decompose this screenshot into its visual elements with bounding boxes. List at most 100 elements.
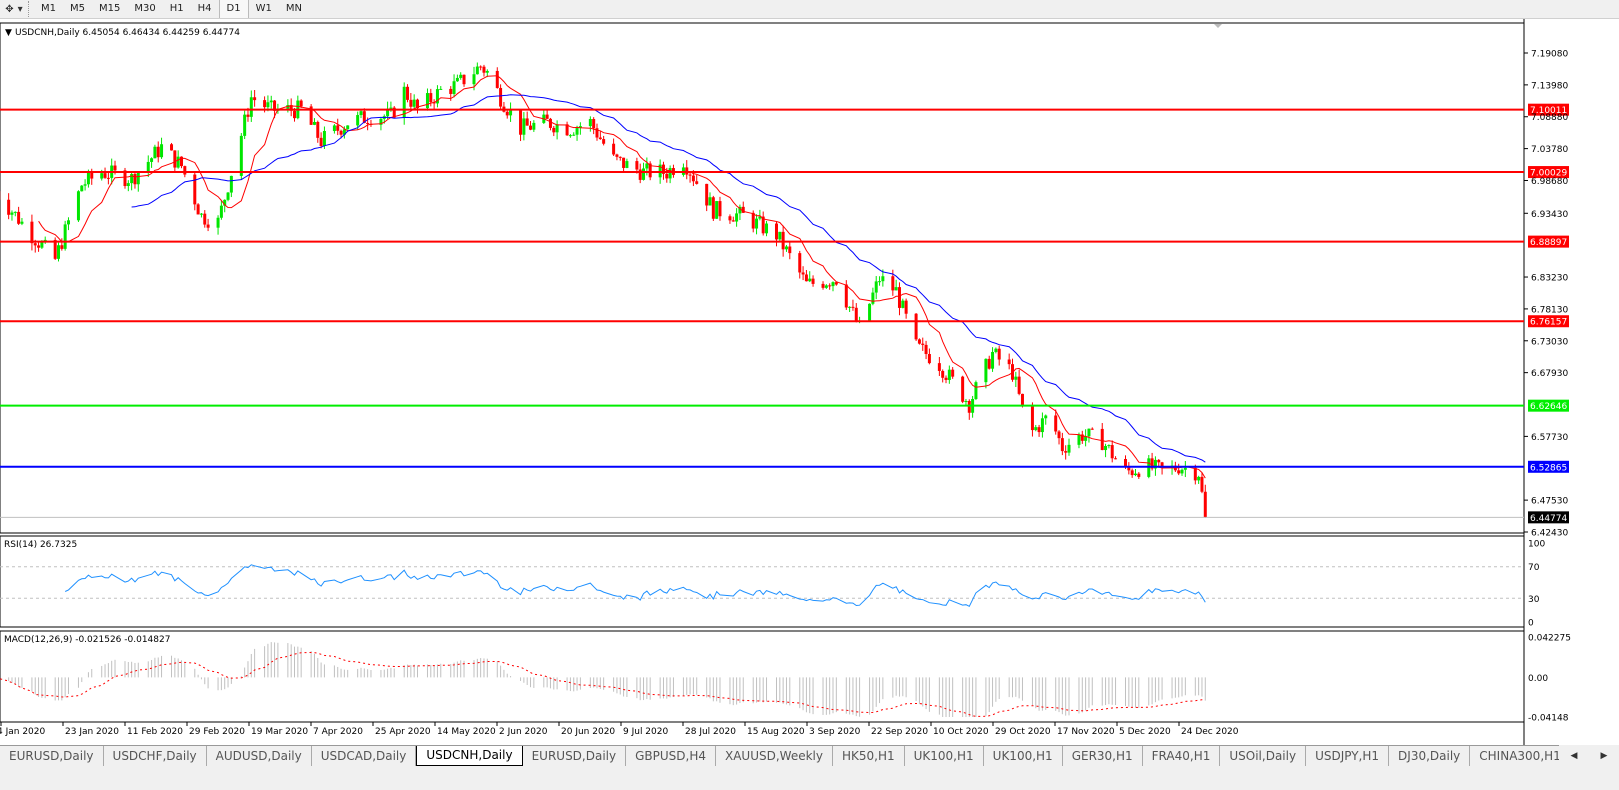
candle-body	[984, 358, 988, 383]
candle	[801, 266, 805, 281]
chart-tab[interactable]: GBPUSD,H4	[626, 746, 716, 766]
chart-tab[interactable]: USDCHF,Daily	[104, 746, 207, 766]
candle	[565, 121, 569, 136]
scroll-right-icon[interactable]: ▶	[1600, 751, 1608, 761]
chart-tab[interactable]: USDCNH,Daily	[416, 746, 523, 766]
candle-body	[1124, 459, 1128, 468]
timeframe-w1[interactable]: W1	[255, 3, 272, 14]
candle	[312, 118, 316, 126]
timeframe-h1[interactable]: H1	[169, 3, 184, 14]
chart-tab[interactable]: USDCAD,Daily	[312, 746, 417, 766]
timeframe-m15[interactable]: M15	[99, 3, 121, 14]
toolbar-dropdown[interactable]: ✥ ▾	[0, 4, 28, 15]
candle	[1193, 464, 1197, 485]
timeframe-m1[interactable]: M1	[41, 3, 56, 14]
timeframe-m5[interactable]: M5	[70, 3, 85, 14]
candle-body	[1037, 427, 1041, 433]
candle	[133, 171, 137, 189]
candle	[1104, 443, 1108, 458]
tab-scroll: ◀ ▶	[1559, 745, 1619, 767]
candle-body	[1060, 438, 1064, 452]
candle-body	[592, 119, 596, 129]
candle	[735, 208, 739, 227]
candle	[761, 211, 765, 236]
date-tick-label: 4 Jan 2020	[0, 727, 45, 737]
candle-body	[941, 370, 945, 378]
candle-body	[622, 157, 626, 168]
candle	[951, 367, 955, 379]
candle	[622, 157, 626, 172]
shift-marker-icon[interactable]	[1214, 24, 1222, 28]
candle-body	[273, 100, 277, 111]
chart-tab[interactable]: HK50,H1	[833, 746, 905, 766]
candle-body	[86, 172, 90, 185]
chart-tab[interactable]: USOil,Daily	[1220, 746, 1307, 766]
candle	[482, 64, 486, 77]
chart-tab[interactable]: EURUSD,Daily	[0, 746, 104, 766]
chart-tab[interactable]: FRA40,H1	[1143, 746, 1221, 766]
candle-body	[289, 105, 293, 111]
level-label-bg	[1528, 315, 1569, 328]
candle-body	[482, 66, 486, 73]
candle	[1137, 472, 1141, 479]
chart-tab[interactable]: UK100,H1	[984, 746, 1063, 766]
chart-tab[interactable]: DJ30,Daily	[1389, 746, 1471, 766]
chart-tab[interactable]: XAUUSD,Weekly	[716, 746, 833, 766]
candle-body	[1007, 359, 1011, 365]
candle	[63, 220, 67, 251]
chart-tab[interactable]: GER30,H1	[1063, 746, 1143, 766]
candle	[156, 141, 160, 163]
timeframe-d1[interactable]: D1	[218, 0, 249, 18]
macd-tick-label: 0.042275	[1528, 634, 1571, 644]
timeframe-h4[interactable]: H4	[197, 3, 212, 14]
chart-tab[interactable]: UK100,H1	[905, 746, 984, 766]
candle-body	[964, 400, 968, 402]
candle	[728, 214, 732, 224]
candle	[1197, 475, 1201, 484]
level-label-bg	[1528, 399, 1569, 412]
chart-area[interactable]: 7.10011 7.00029 6.88897 6.76157 6.62646 6.528…	[0, 19, 1619, 745]
candle-body	[1137, 473, 1141, 477]
timeframe-m30[interactable]: M30	[134, 3, 156, 14]
candle-body	[1084, 436, 1088, 441]
candle-body	[1087, 428, 1091, 437]
level-label: 7.00029	[1530, 169, 1567, 179]
candle	[592, 117, 596, 135]
candle	[1034, 424, 1038, 432]
candle-body	[485, 70, 489, 73]
candle	[455, 74, 459, 82]
chart-tab[interactable]: USDJPY,H1	[1306, 746, 1390, 766]
candle	[648, 161, 652, 181]
candle-body	[459, 74, 463, 78]
candle-body	[246, 114, 250, 117]
candle	[173, 150, 177, 172]
candle-body	[439, 88, 443, 90]
timeframe-mn[interactable]: MN	[285, 3, 302, 14]
candle	[1077, 432, 1081, 449]
candle-body	[804, 274, 808, 282]
candle	[532, 120, 536, 132]
candle-body	[774, 223, 778, 240]
candle	[705, 183, 709, 212]
chart-menu-icon[interactable]: ▼	[5, 28, 12, 38]
candle	[243, 110, 247, 140]
candle	[765, 220, 769, 237]
candle-body	[20, 221, 24, 224]
candle-body	[967, 400, 971, 413]
scroll-left-icon[interactable]: ◀	[1570, 751, 1578, 761]
chart-tab[interactable]: CHINA300,H1	[1470, 746, 1571, 766]
candle-body	[731, 220, 735, 222]
candle-body	[1183, 467, 1187, 470]
candle-body	[66, 220, 70, 225]
candle-body	[170, 144, 174, 151]
candle	[804, 270, 808, 282]
chart-tab[interactable]: EURUSD,Daily	[523, 746, 627, 766]
candle	[788, 242, 792, 260]
candle-body	[409, 99, 413, 107]
candle	[1203, 484, 1207, 519]
candle	[322, 126, 326, 149]
candle-body	[1110, 445, 1114, 459]
candle	[984, 358, 988, 389]
candle-body	[638, 169, 642, 180]
chart-tab[interactable]: AUDUSD,Daily	[207, 746, 312, 766]
